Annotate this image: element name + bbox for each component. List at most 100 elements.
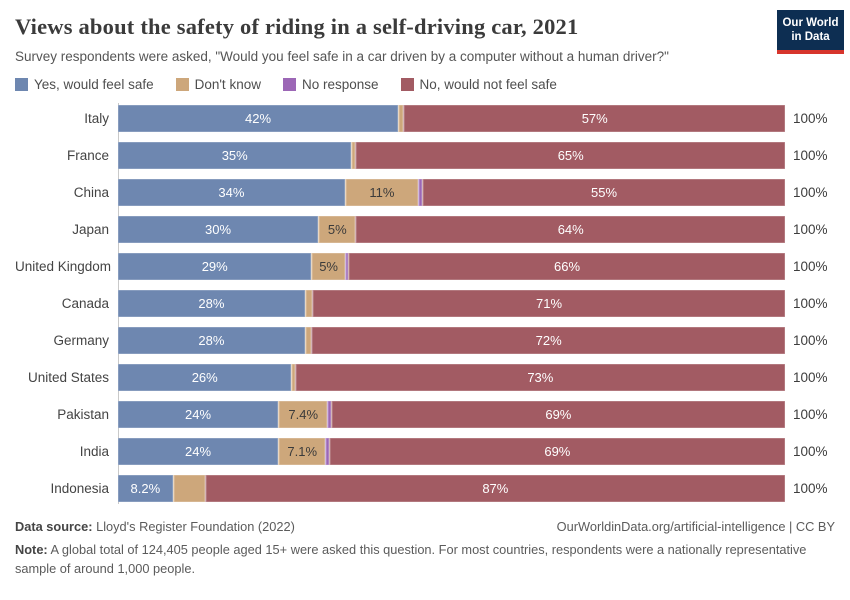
country-label: Japan	[72, 222, 109, 237]
country-label: Indonesia	[50, 481, 109, 496]
bar-segment-dont_know: 7.4%	[278, 401, 328, 428]
country-label: France	[66, 148, 109, 163]
owid-article-link[interactable]: OurWorldinData.org/artificial-intelligen…	[556, 519, 835, 534]
chart-subtitle: Survey respondents were asked, "Would yo…	[15, 49, 669, 64]
legend-label: No, would not feel safe	[419, 77, 557, 92]
bar-segment-no: 64%	[355, 216, 785, 243]
bar-segment-dont_know: 5%	[318, 216, 356, 243]
row-total-label: 100%	[793, 444, 828, 459]
bar-row-united-kingdom: United Kingdom 29% 5% 66% 100%	[15, 253, 835, 280]
row-total-label: 100%	[793, 222, 828, 237]
bar-track: 30% 5% 64%	[118, 216, 785, 243]
country-label: China	[73, 185, 109, 200]
bar-track: 24% 7.1% 69%	[118, 438, 785, 465]
bar-segment-dont_know: 7.1%	[278, 438, 326, 465]
bar-segment-yes: 35%	[118, 142, 352, 169]
legend-item-yes: Yes, would feel safe	[15, 77, 154, 92]
legend-label: Don't know	[194, 77, 261, 92]
bar-segment-yes: 28%	[118, 290, 305, 317]
bar-segment-no: 72%	[311, 327, 785, 354]
bar-segment-yes: 30%	[118, 216, 319, 243]
country-label: United Kingdom	[15, 259, 112, 274]
legend: Yes, would feel safe Don't know No respons…	[15, 77, 835, 92]
country-label: Pakistan	[57, 407, 109, 422]
row-total-label: 100%	[793, 185, 828, 200]
row-total-label: 100%	[793, 296, 828, 311]
data-source-label: Data source:	[15, 519, 93, 534]
bar-segment-no_response	[344, 253, 349, 280]
bar-row-italy: Italy 42% 57% 100%	[15, 105, 835, 132]
bar-segment-no_response	[418, 179, 423, 206]
bar-segment-dont_know	[172, 475, 205, 502]
legend-label: Yes, would feel safe	[34, 77, 154, 92]
data-source: Data source: Lloyd's Register Foundation…	[15, 519, 295, 534]
country-label: Germany	[53, 333, 109, 348]
country-label: India	[79, 444, 109, 459]
legend-swatch-no_response	[282, 78, 296, 91]
legend-item-no_response: No response	[282, 77, 379, 92]
row-total-label: 100%	[793, 370, 828, 385]
bar-segment-no: 55%	[422, 179, 785, 206]
bar-track: 8.2% 87%	[118, 475, 785, 502]
bar-track: 28% 71%	[118, 290, 785, 317]
bar-track: 24% 7.4% 69%	[118, 401, 785, 428]
legend-item-no: No, would not feel safe	[400, 77, 557, 92]
bar-row-canada: Canada 28% 71% 100%	[15, 290, 835, 317]
bar-row-japan: Japan 30% 5% 64% 100%	[15, 216, 835, 243]
legend-swatch-no	[400, 78, 414, 91]
bar-row-united-states: United States 26% 73% 100%	[15, 364, 835, 391]
bar-segment-dont_know	[351, 142, 356, 169]
bar-segment-no: 65%	[355, 142, 785, 169]
legend-swatch-yes	[15, 78, 28, 91]
bar-segment-no: 57%	[403, 105, 785, 132]
row-total-label: 100%	[793, 333, 828, 348]
bar-segment-no: 66%	[348, 253, 785, 280]
bar-segment-yes: 34%	[118, 179, 345, 206]
bar-segment-no: 69%	[328, 438, 785, 465]
page-title: Views about the safety of riding in a se…	[15, 14, 579, 39]
legend-label: No response	[301, 77, 379, 92]
bar-segment-dont_know	[398, 105, 404, 132]
country-label: United States	[27, 370, 109, 385]
legend-item-dont_know: Don't know	[175, 77, 261, 92]
row-total-label: 100%	[793, 407, 828, 422]
bar-segment-yes: 26%	[118, 364, 292, 391]
bar-row-germany: Germany 28% 72% 100%	[15, 327, 835, 354]
bar-track: 35% 65%	[118, 142, 785, 169]
bar-segment-yes: 24%	[118, 401, 279, 428]
bar-track: 29% 5% 66%	[118, 253, 785, 280]
stacked-bar-chart: Italy 42% 57% 100% France 35% 65% 100% China 34% 1…	[15, 103, 835, 504]
owid-logo-line2: in Data	[791, 31, 830, 44]
bar-segment-dont_know: 11%	[344, 179, 419, 206]
bar-segment-yes: 29%	[118, 253, 312, 280]
bar-segment-dont_know	[291, 364, 295, 391]
bar-segment-no: 69%	[330, 401, 785, 428]
bar-track: 34% 11% 55%	[118, 179, 785, 206]
row-total-label: 100%	[793, 259, 828, 274]
bar-segment-no_response	[327, 401, 331, 428]
bar-segment-no: 73%	[294, 364, 785, 391]
chart-note: Note: A global total of 124,405 people a…	[15, 541, 835, 578]
bar-track: 26% 73%	[118, 364, 785, 391]
chart-footer: Data source: Lloyd's Register Foundation…	[15, 519, 835, 578]
bar-segment-yes: 24%	[118, 438, 279, 465]
bar-segment-yes: 42%	[118, 105, 399, 132]
bar-segment-no: 71%	[312, 290, 785, 317]
note-label: Note:	[15, 542, 48, 557]
bar-segment-no_response	[325, 438, 329, 465]
note-value: A global total of 124,405 people aged 15…	[15, 542, 807, 576]
bar-segment-dont_know: 5%	[311, 253, 345, 280]
bar-segment-no: 87%	[204, 475, 785, 502]
bar-row-indonesia: Indonesia 8.2% 87% 100%	[15, 475, 835, 502]
bar-track: 42% 57%	[118, 105, 785, 132]
bar-row-pakistan: Pakistan 24% 7.4% 69% 100%	[15, 401, 835, 428]
row-total-label: 100%	[793, 111, 828, 126]
bar-track: 28% 72%	[118, 327, 785, 354]
legend-swatch-dont_know	[175, 78, 189, 91]
country-label: Canada	[61, 296, 109, 311]
bar-segment-dont_know	[304, 327, 312, 354]
owid-logo[interactable]: Our World in Data	[777, 10, 844, 54]
bar-segment-yes: 28%	[118, 327, 305, 354]
bar-segment-dont_know	[304, 290, 313, 317]
bar-row-france: France 35% 65% 100%	[15, 142, 835, 169]
